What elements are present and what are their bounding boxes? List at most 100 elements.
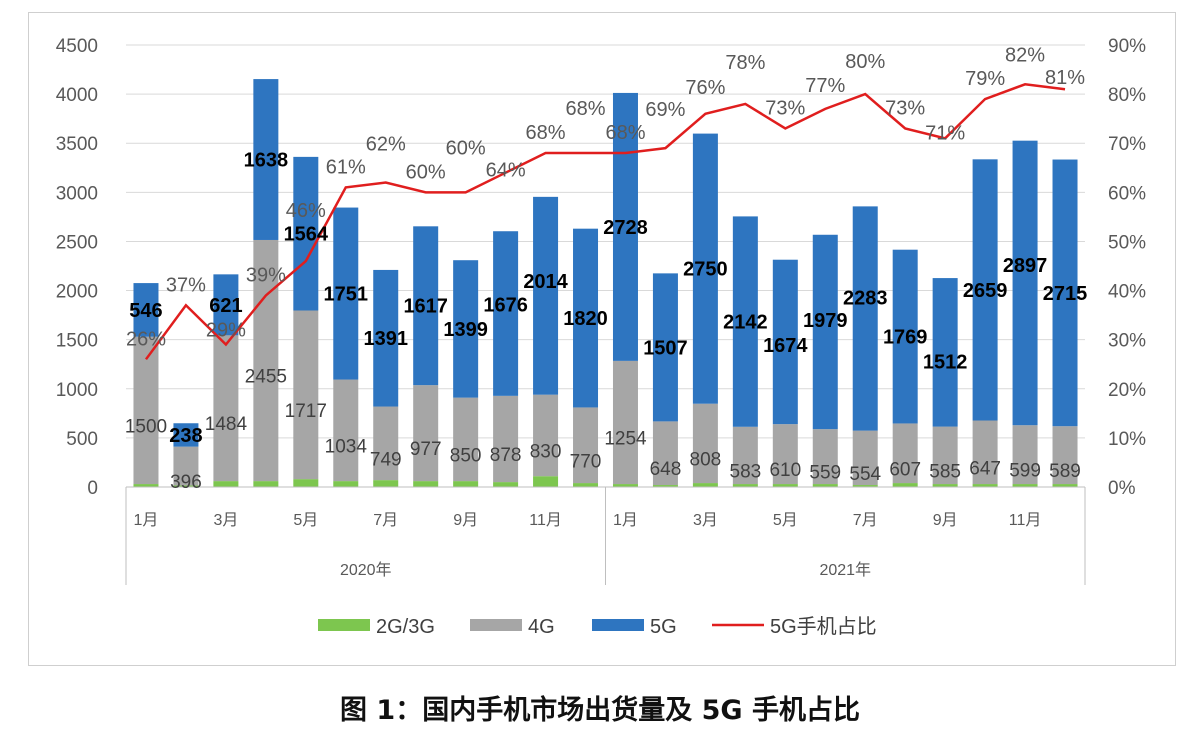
data-label-share: 76% bbox=[685, 77, 725, 99]
bar-2g3g bbox=[772, 484, 798, 487]
bar-2g3g bbox=[253, 481, 279, 487]
x-tick-label: 5月 bbox=[773, 512, 798, 529]
bar-2g3g bbox=[692, 483, 718, 487]
bar-4g bbox=[772, 424, 798, 485]
bar-5g bbox=[812, 234, 838, 430]
bar-5g bbox=[413, 226, 439, 386]
bar-2g3g bbox=[1012, 484, 1038, 487]
y-tick-label: 4000 bbox=[56, 85, 98, 106]
bar-4g bbox=[852, 430, 878, 486]
data-label-share: 68% bbox=[566, 98, 606, 120]
x-tick-label: 7月 bbox=[373, 512, 398, 529]
y-tick-label: 1500 bbox=[56, 331, 98, 352]
bar-5g bbox=[892, 249, 918, 424]
bar-5g bbox=[373, 269, 399, 407]
bar-5g bbox=[652, 273, 678, 422]
data-label-5g: 1674 bbox=[763, 335, 808, 357]
bar-5g bbox=[852, 206, 878, 431]
bar-5g bbox=[453, 260, 479, 398]
data-label-4g: 607 bbox=[889, 459, 921, 480]
bar-5g bbox=[972, 159, 998, 421]
bar-5g bbox=[573, 228, 599, 408]
y-tick-label: 2500 bbox=[56, 232, 98, 253]
bar-4g bbox=[413, 385, 439, 482]
bar-2g3g bbox=[612, 484, 638, 487]
data-label-5g: 2750 bbox=[683, 259, 728, 281]
chart-frame bbox=[28, 12, 1176, 666]
bar-5g bbox=[493, 231, 519, 396]
y2-tick-label: 50% bbox=[1108, 232, 1146, 253]
y2-tick-label: 20% bbox=[1108, 380, 1146, 401]
data-label-4g: 977 bbox=[410, 439, 442, 460]
bar-4g bbox=[533, 394, 559, 477]
data-label-4g: 850 bbox=[450, 445, 482, 466]
legend-swatch bbox=[592, 619, 644, 631]
bar-5g bbox=[253, 79, 279, 240]
data-label-4g: 830 bbox=[530, 441, 562, 462]
bar-5g bbox=[1012, 140, 1038, 426]
bar-4g bbox=[932, 426, 958, 485]
bar-4g bbox=[173, 446, 199, 486]
bar-5g bbox=[692, 133, 718, 404]
bar-4g bbox=[573, 407, 599, 484]
chart-title: 图 1：国内手机市场出货量及 5G 手机占比 bbox=[340, 695, 860, 726]
x-tick-label: 11月 bbox=[1009, 512, 1042, 529]
data-label-4g: 770 bbox=[570, 451, 602, 472]
bar-5g bbox=[732, 216, 758, 427]
data-label-4g: 647 bbox=[969, 458, 1001, 479]
data-label-share: 46% bbox=[286, 200, 326, 222]
data-label-5g: 1979 bbox=[803, 310, 848, 332]
data-label-4g: 1034 bbox=[325, 436, 368, 457]
data-label-5g: 1769 bbox=[883, 327, 928, 349]
bar-2g3g bbox=[932, 484, 958, 487]
y2-tick-label: 60% bbox=[1108, 183, 1146, 204]
data-label-share: 69% bbox=[645, 99, 685, 121]
data-label-4g: 2455 bbox=[245, 367, 287, 388]
data-label-4g: 589 bbox=[1049, 461, 1081, 482]
bar-4g bbox=[1052, 426, 1078, 485]
data-label-4g: 1484 bbox=[205, 414, 248, 435]
x-tick-label: 11月 bbox=[529, 512, 562, 529]
bar-2g3g bbox=[812, 484, 838, 487]
x-tick-label: 9月 bbox=[453, 512, 478, 529]
data-label-share: 29% bbox=[206, 320, 246, 342]
data-label-4g: 610 bbox=[769, 460, 801, 481]
x-tick-label: 5月 bbox=[293, 512, 318, 529]
bar-2g3g bbox=[213, 481, 239, 487]
x-tick-label: 9月 bbox=[933, 512, 958, 529]
bar-4g bbox=[453, 397, 479, 482]
bar-2g3g bbox=[972, 484, 998, 487]
bar-4g bbox=[652, 421, 678, 486]
data-label-share: 73% bbox=[885, 97, 925, 119]
data-label-share: 26% bbox=[126, 328, 166, 350]
data-label-share: 79% bbox=[965, 68, 1005, 90]
data-label-5g: 1617 bbox=[403, 296, 448, 318]
bar-5g bbox=[612, 92, 638, 361]
data-label-4g: 878 bbox=[490, 445, 522, 466]
bar-2g3g bbox=[573, 483, 599, 487]
data-label-4g: 559 bbox=[809, 463, 841, 484]
bar-2g3g bbox=[173, 485, 199, 487]
bar-4g bbox=[972, 420, 998, 485]
bar-2g3g bbox=[333, 481, 359, 487]
bar-2g3g bbox=[732, 484, 758, 487]
bar-4g bbox=[812, 429, 838, 485]
data-label-4g: 1254 bbox=[604, 428, 647, 449]
data-label-share: 68% bbox=[526, 122, 566, 144]
data-label-5g: 1507 bbox=[643, 337, 688, 359]
bar-4g bbox=[293, 310, 319, 480]
data-label-share: 73% bbox=[765, 97, 805, 119]
y2-tick-label: 90% bbox=[1108, 36, 1146, 57]
data-label-5g: 1512 bbox=[923, 351, 968, 373]
data-label-4g: 648 bbox=[650, 459, 682, 480]
bar-5g bbox=[333, 207, 359, 380]
data-label-share: 80% bbox=[845, 51, 885, 73]
bar-2g3g bbox=[133, 484, 159, 487]
line-5g-share bbox=[144, 83, 1066, 361]
data-label-5g: 1676 bbox=[483, 295, 528, 317]
x-tick-label: 3月 bbox=[693, 512, 718, 529]
bar-5g bbox=[213, 274, 239, 336]
year-group-label: 2021年 bbox=[819, 561, 871, 579]
bar-2g3g bbox=[1052, 484, 1078, 487]
data-label-share: 60% bbox=[446, 137, 486, 159]
